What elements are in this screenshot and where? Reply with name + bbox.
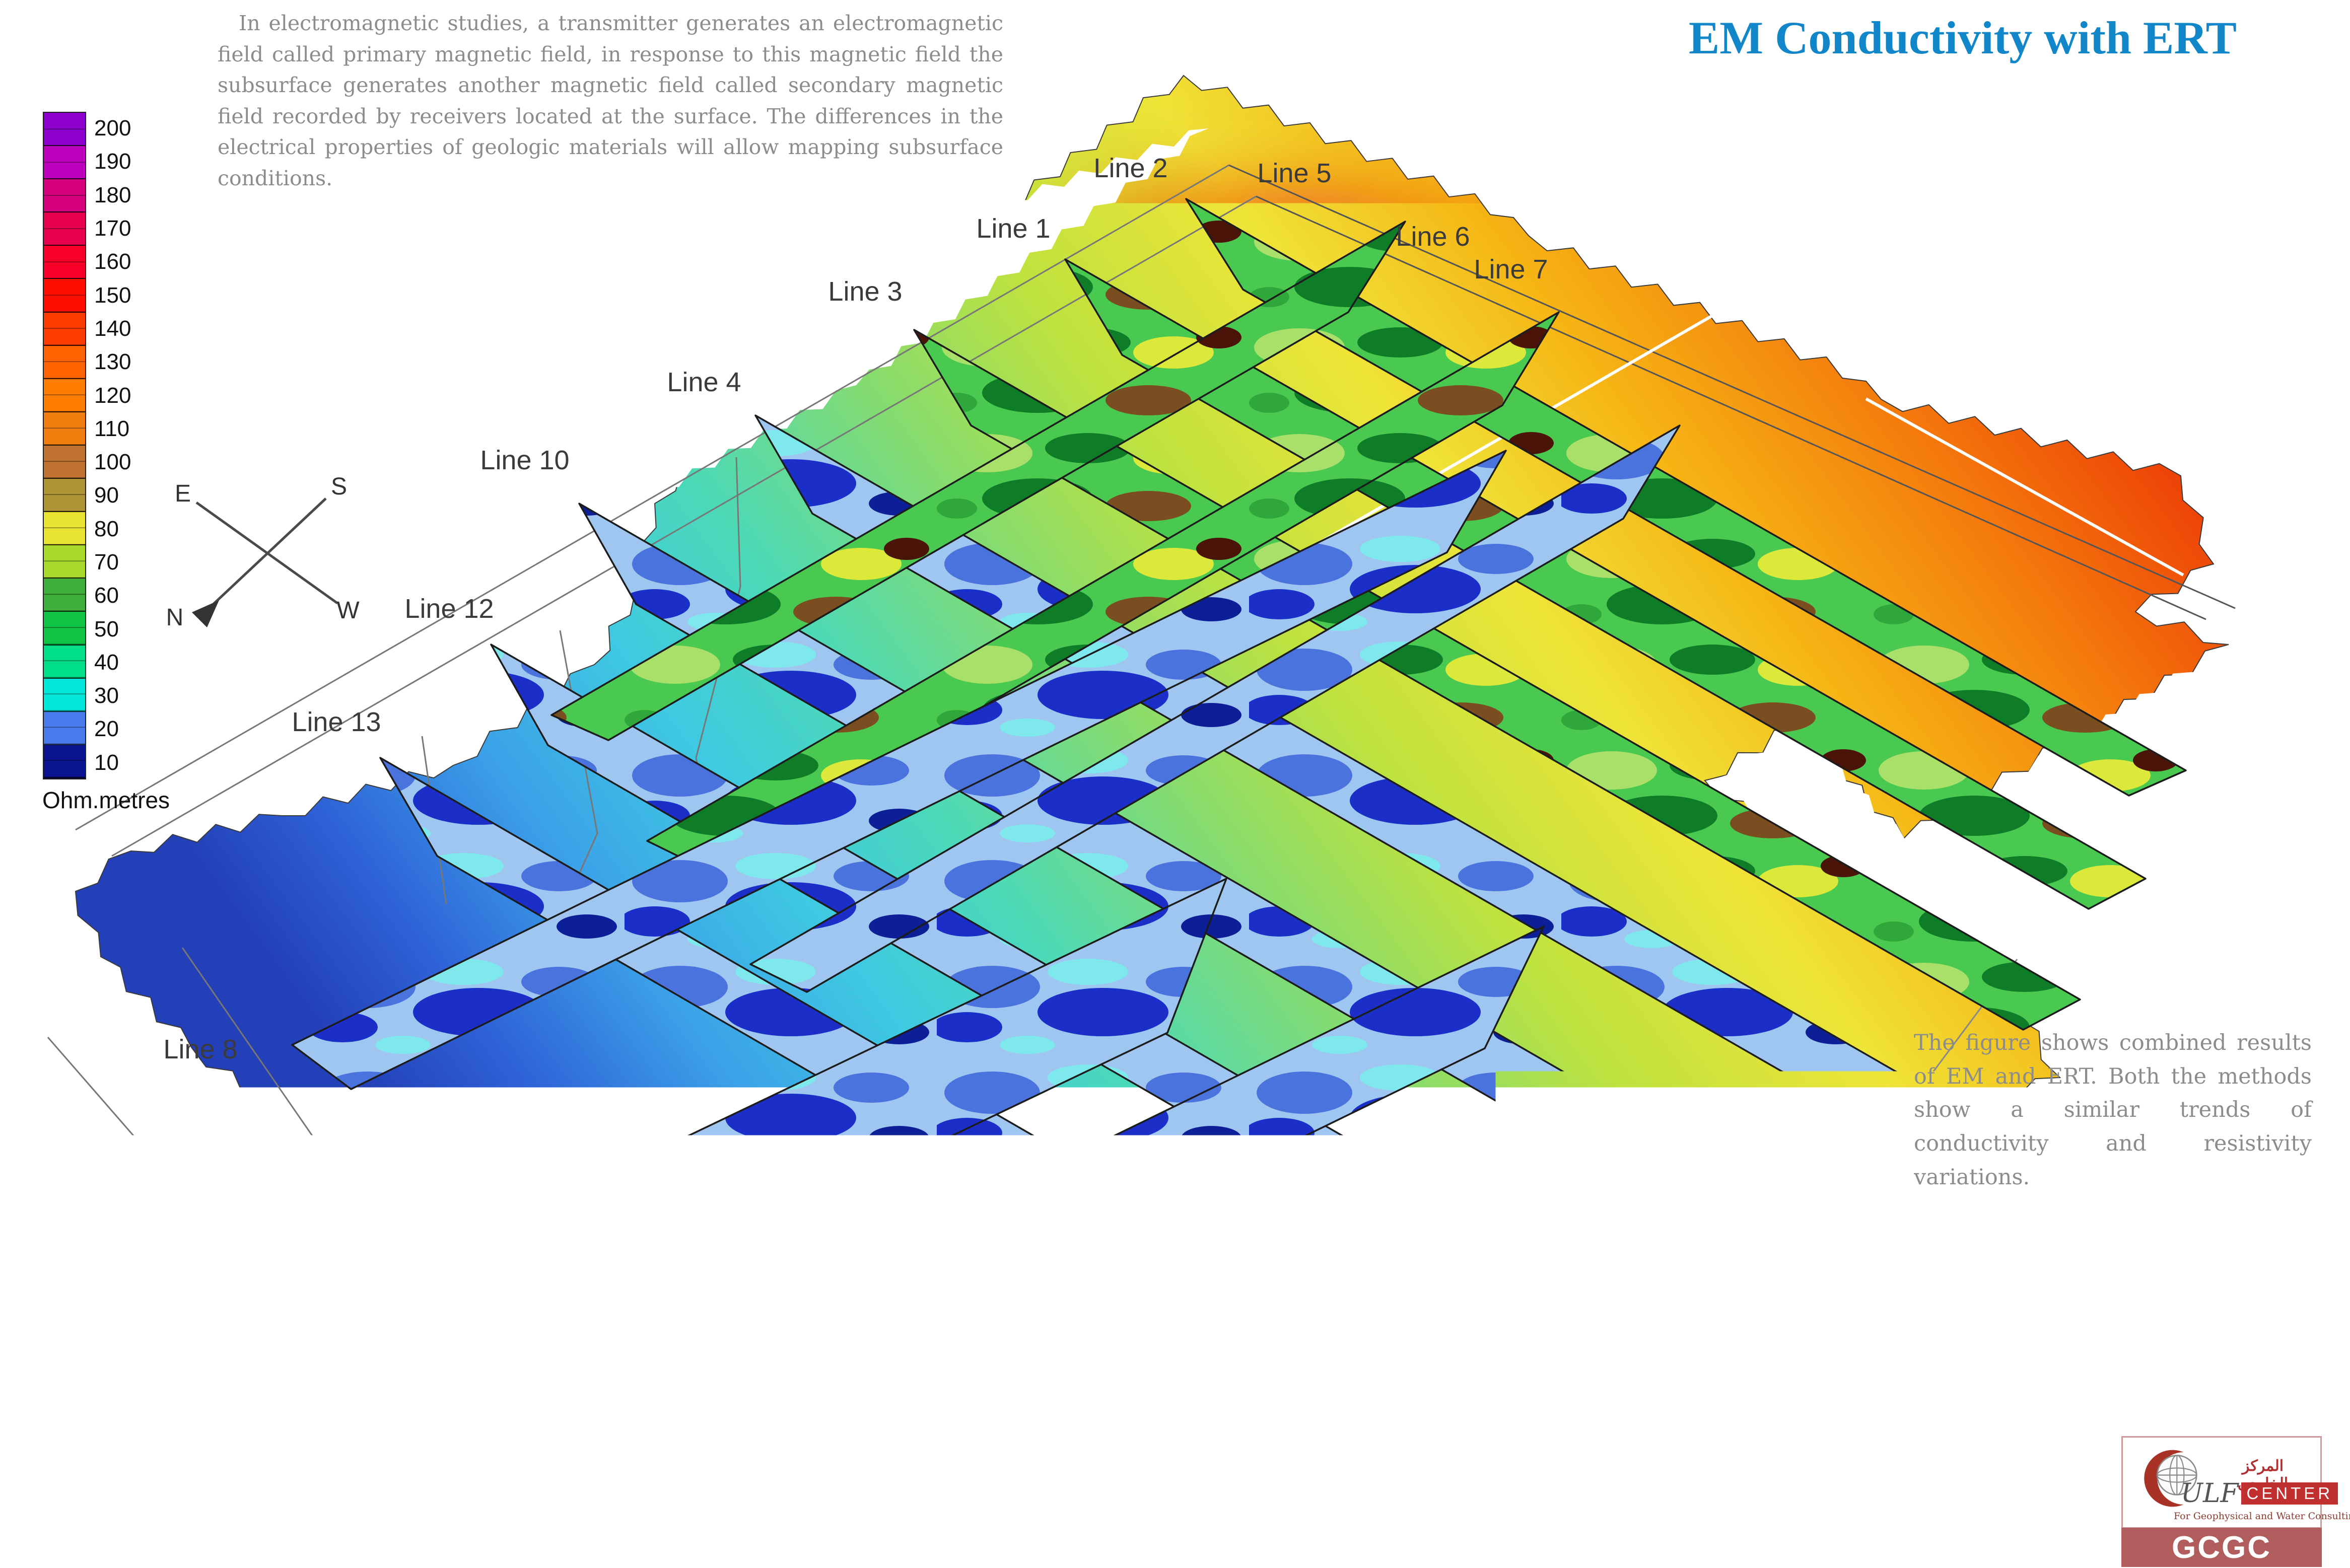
intro-paragraph: In electromagnetic studies, a transmitte… — [218, 8, 1003, 194]
line-label: Line 13 — [292, 707, 381, 737]
resistivity-colorbar: 200 190 180 170 160 150 140 130 120 110 100 90 80 70 6… — [43, 112, 131, 779]
compass-west: W — [336, 597, 360, 624]
conductivity-colorbar — [1556, 1283, 2257, 1322]
legend-segment — [1616, 1285, 1675, 1321]
gcgc-acronym: GCGC — [2172, 1530, 2271, 1565]
colorbar-value: 80 — [94, 513, 131, 546]
legend-segment — [2024, 1285, 2083, 1321]
logo-gulf-text: ULF — [2181, 1478, 2238, 1509]
colorbar-value: 140 — [94, 312, 131, 345]
colorbar-value: 130 — [94, 345, 131, 379]
colorbar-value: 120 — [94, 379, 131, 412]
legend-segment — [1558, 1285, 1616, 1321]
line-label: Line 4 — [667, 367, 741, 397]
colorbar-bands — [43, 112, 86, 779]
gcgc-banner: GCGC — [2121, 1528, 2322, 1567]
logo-center-box: CENTER — [2241, 1482, 2338, 1505]
caption-line2: EM and ERT Survey — [717, 1412, 1022, 1448]
colorbar-tick-lines — [44, 113, 85, 778]
legend-segment — [2199, 1285, 2256, 1321]
line-label: Line 3 — [828, 276, 902, 307]
colorbar-value: 70 — [94, 546, 131, 579]
colorbar-value: 60 — [94, 579, 131, 612]
legend-segment — [1966, 1285, 2024, 1321]
colorbar-value: 10 — [94, 746, 131, 779]
line-label: Line 2 — [1093, 153, 1167, 183]
line-label: Line 12 — [404, 594, 494, 624]
figure-canvas: Line 2 Line 5 Line 1 Line 6 Line 7 Line 3 Line… — [0, 0, 2350, 1568]
legend-segment — [1733, 1285, 1791, 1321]
colorbar-value-labels: 200 190 180 170 160 150 140 130 120 110 100 90 80 70 6… — [94, 112, 131, 779]
legend-segment — [1791, 1285, 1849, 1321]
colorbar-value: 40 — [94, 646, 131, 679]
boundary-line — [48, 1037, 166, 1173]
colorbar-value: 20 — [94, 712, 131, 746]
colorbar-value: 90 — [94, 479, 131, 512]
legend-segment — [2141, 1285, 2199, 1321]
colorbar-value: 150 — [94, 278, 131, 312]
line-label: Line 8 — [163, 1034, 237, 1064]
compass-east: E — [175, 480, 191, 507]
colorbar-unit-label: Ohm.metres — [42, 787, 170, 814]
logo-tagline: For Geophysical and Water Consulting — [2174, 1511, 2315, 1522]
north-arrow-icon — [192, 600, 219, 627]
colorbar-value: 110 — [94, 412, 131, 446]
caption-heading: EM & ERT — [717, 1327, 1022, 1369]
legend-segment — [1908, 1285, 1966, 1321]
legend-segment — [2083, 1285, 2141, 1321]
compass-south: S — [331, 473, 347, 500]
figure-caption: EM & ERT A Combined Display of EM and ER… — [691, 1327, 1022, 1448]
page-title: EM Conductivity with ERT — [1689, 11, 2237, 64]
colorbar-value: 190 — [94, 145, 131, 178]
colorbar-value: 200 — [94, 112, 131, 145]
caption-line1: A Combined Display of — [717, 1376, 1022, 1412]
caption-accent-rule — [691, 1327, 698, 1448]
line-label: Line 7 — [1474, 254, 1548, 284]
colorbar-value: 50 — [94, 612, 131, 646]
line-label: Line 9 — [125, 1299, 199, 1329]
line-label: Line 10 — [480, 445, 569, 475]
colorbar-value: 180 — [94, 179, 131, 212]
survey-3d-scene: Line 2 Line 5 Line 1 Line 6Line 7 Line 3 Line… — [0, 0, 2350, 1568]
legend-segment — [1675, 1285, 1733, 1321]
colorbar-value: 160 — [94, 245, 131, 278]
colorbar-value: 30 — [94, 679, 131, 712]
colorbar-value: 170 — [94, 212, 131, 245]
legend-right-line — [2043, 1253, 2241, 1256]
line-label: Line 11 — [388, 1306, 475, 1336]
line-label: Line 6 — [1396, 222, 1470, 252]
logo-brand-row: ULF CENTER — [2181, 1478, 2338, 1509]
conductivity-legend: decreasing conductivity — [1556, 1240, 2257, 1322]
legend-arrow-icon — [2240, 1245, 2257, 1263]
compass-north: N — [166, 604, 184, 629]
line-label: Line 5 — [1257, 158, 1331, 188]
compass-rose: E S N W — [149, 458, 365, 629]
figure-note: The figure shows combined results of EM … — [1914, 1026, 2312, 1194]
legend-segment — [1849, 1285, 1908, 1321]
legend-label: decreasing conductivity — [1755, 1240, 2043, 1269]
colorbar-value: 100 — [94, 446, 131, 479]
legend-left-line — [1556, 1253, 1755, 1256]
line-label: Line 1 — [976, 213, 1050, 244]
